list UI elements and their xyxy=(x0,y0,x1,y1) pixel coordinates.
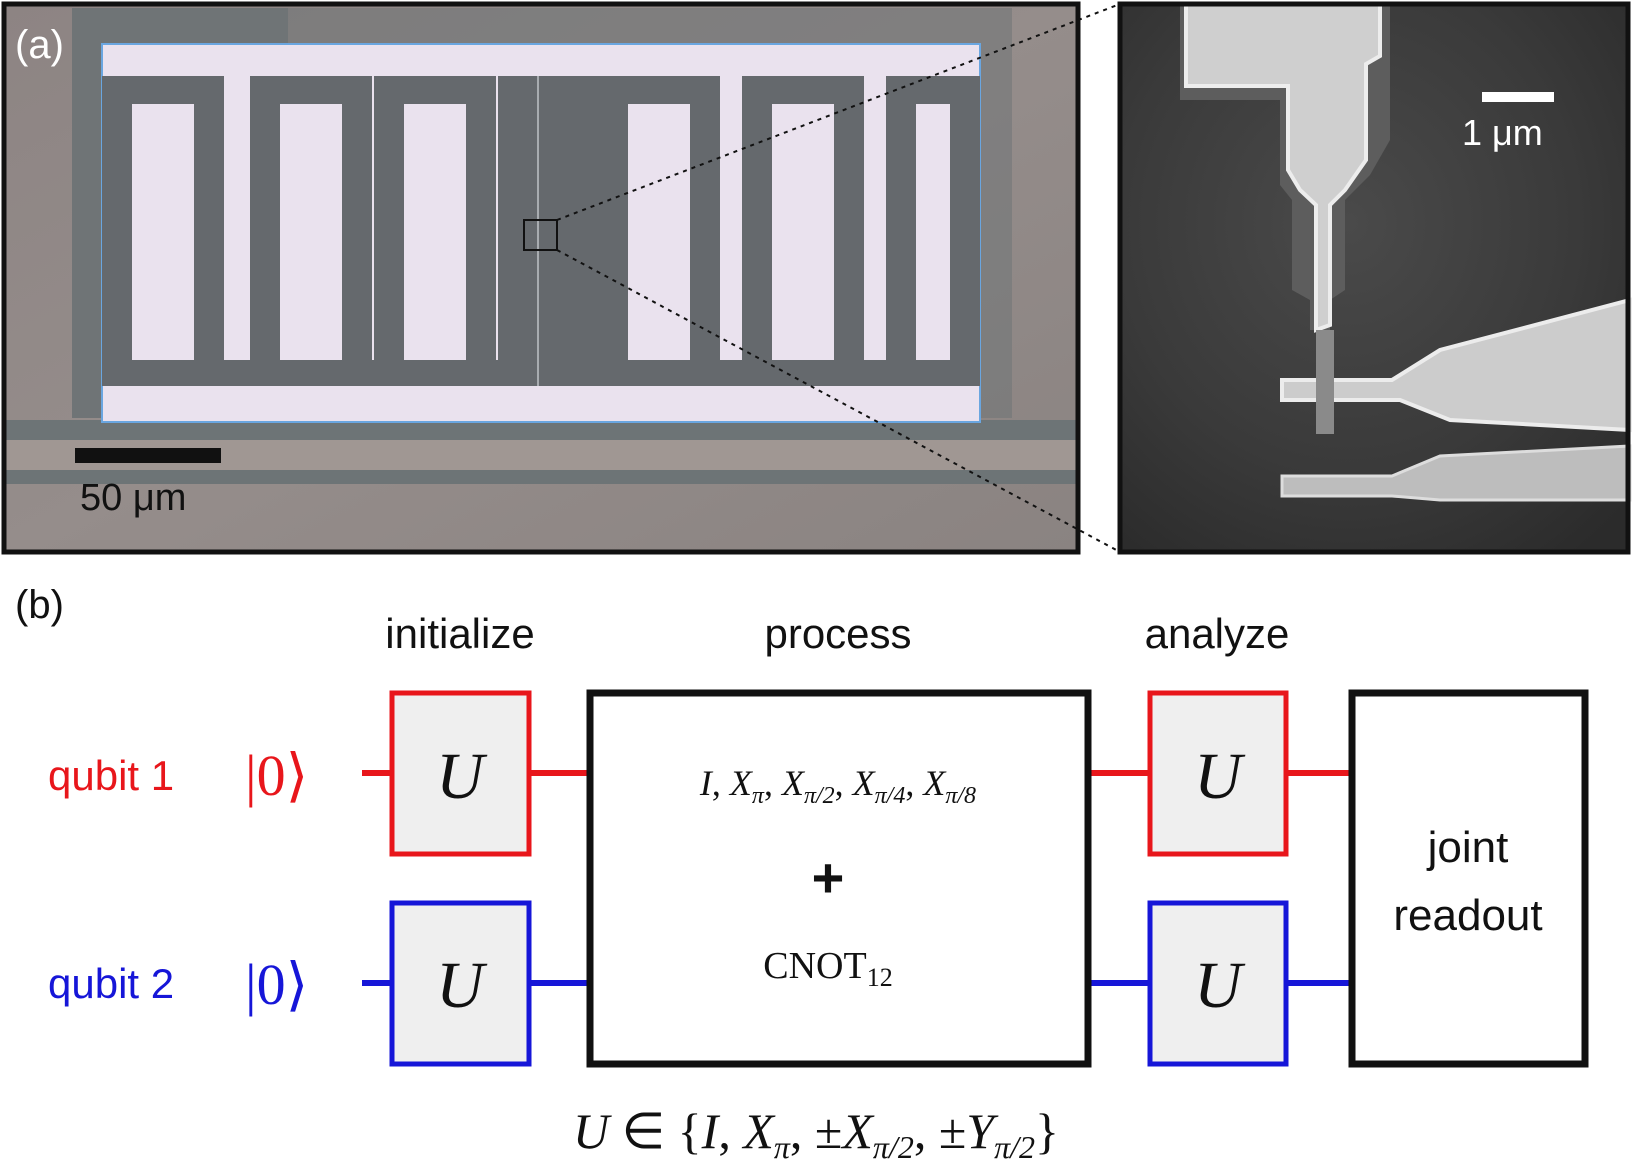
feedline-gap-top xyxy=(4,420,1078,440)
qubit-1-label: qubit 1 xyxy=(48,752,174,799)
qubit-1-analyze-gate xyxy=(1147,690,1289,857)
qubit-2-label: qubit 2 xyxy=(48,960,174,1007)
sem-upper-electrode xyxy=(1184,2,1382,333)
joint-readout-line1: joint xyxy=(1426,823,1509,872)
sem-scalebar-label: 1 μm xyxy=(1462,112,1543,153)
process-box-frame xyxy=(586,689,1092,1068)
optical-scalebar-label: 50 μm xyxy=(80,477,186,519)
header-analyze: analyze xyxy=(1145,610,1290,657)
zoom-connector-lines xyxy=(556,3,1121,553)
zoom-region-box xyxy=(523,219,558,251)
qubit-2-analyze-gate xyxy=(1147,900,1289,1067)
qubit-1-row: qubit 1 |0⟩ U U xyxy=(48,690,1352,857)
qubit-2-analyze-gate-label: U xyxy=(1194,949,1246,1022)
header-initialize: initialize xyxy=(385,610,534,657)
process-single-qubit-gates: I, Xπ, Xπ/2, Xπ/4, Xπ/8 xyxy=(699,763,976,809)
panel-b-label: (b) xyxy=(15,583,64,627)
process-cnot: CNOT12 xyxy=(763,945,892,992)
process-plus: + xyxy=(812,846,845,909)
qubit-2-init-gate-label: U xyxy=(436,949,488,1022)
feedline-gap-bottom xyxy=(4,470,1078,484)
optical-frame xyxy=(1,1,1081,555)
header-process: process xyxy=(764,610,911,657)
qubit-2-state: |0⟩ xyxy=(245,952,308,1017)
process-box: I, Xπ, Xπ/2, Xπ/4, Xπ/8 + CNOT12 xyxy=(586,689,1092,1068)
qubit-1-state: |0⟩ xyxy=(245,743,308,808)
sem-scalebar xyxy=(1482,92,1554,102)
gate-set-formula: U ∈ {I, Xπ, ±Xπ/2, ±Yπ/2} xyxy=(573,1103,1059,1165)
sem-image: 1 μm xyxy=(1117,1,1632,555)
sem-frame xyxy=(1117,1,1631,555)
qubit-1-analyze-gate-label: U xyxy=(1194,740,1246,813)
sem-junction-overlap xyxy=(1316,330,1334,434)
panel-a-label: (a) xyxy=(15,23,64,67)
meander-capacitor xyxy=(101,43,981,423)
qubit-2-row: qubit 2 |0⟩ U U xyxy=(48,900,1352,1067)
joint-readout-frame xyxy=(1348,689,1589,1068)
optical-micrograph: 50 μm (a) xyxy=(1,1,1081,555)
joint-readout-line2: readout xyxy=(1393,891,1542,940)
qubit-1-init-gate-label: U xyxy=(436,740,488,813)
qubit-1-init-gate xyxy=(389,690,532,857)
joint-readout-box: joint readout xyxy=(1348,689,1589,1068)
optical-scalebar xyxy=(75,448,221,463)
